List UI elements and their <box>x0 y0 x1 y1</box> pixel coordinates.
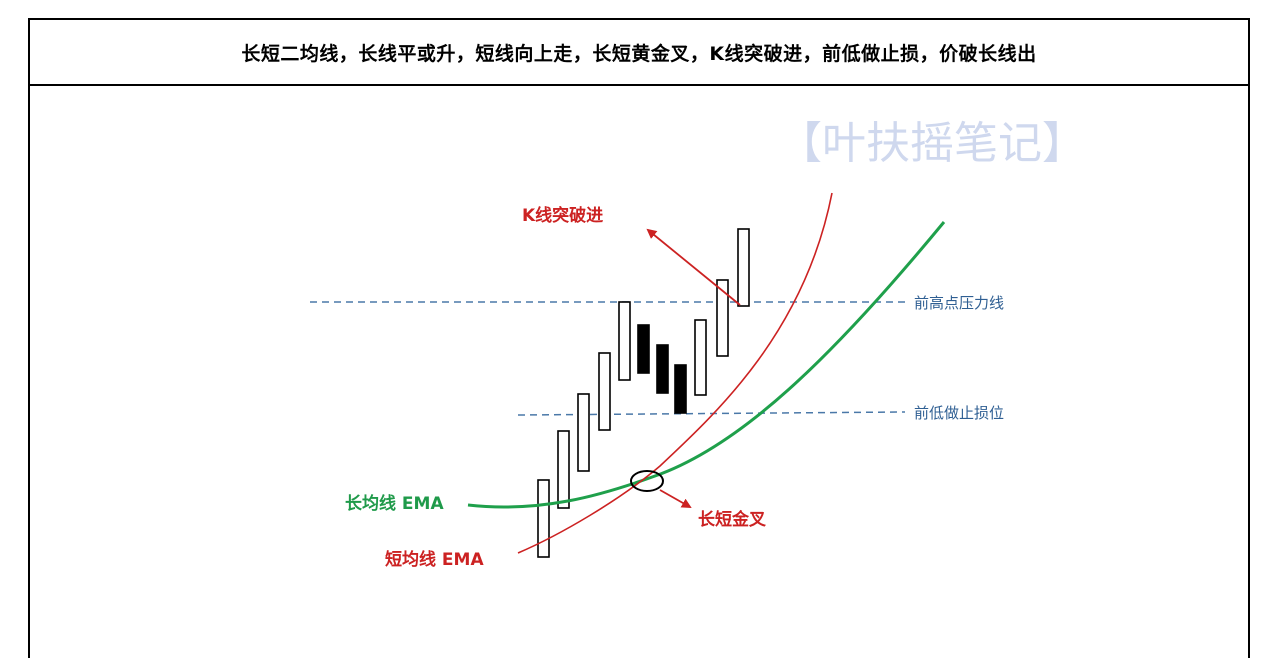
previous-low-label: 前低做止损位 <box>914 404 1004 422</box>
short-ema-label: 短均线 EMA <box>385 549 484 570</box>
candle-8-bearish <box>674 364 687 414</box>
trading-diagram: 【叶扶摇笔记】 K线突破进 前高点压力线 前低做止损位 长均线 EMA 短均线 … <box>310 118 1086 570</box>
candle-9 <box>694 319 707 396</box>
watermark-text: 【叶扶摇笔记】 <box>778 118 1086 169</box>
golden-cross-label: 长短金叉 <box>698 509 767 530</box>
long-ema-label: 长均线 EMA <box>345 493 444 514</box>
candle-3 <box>577 393 590 472</box>
candle-10 <box>716 279 729 357</box>
long-ema-curve <box>467 221 946 509</box>
header-bar: 长短二均线，长线平或升，短线向上走，长短黄金叉，K线突破进，前低做止损，价破长线… <box>30 20 1248 86</box>
previous-high-label: 前高点压力线 <box>914 294 1004 312</box>
candle-1 <box>537 479 550 558</box>
candle-6-bearish <box>637 324 650 374</box>
breakout-arrow <box>646 228 741 306</box>
previous-low-stop-loss-line <box>517 411 906 416</box>
page-title: 长短二均线，长线平或升，短线向上走，长短黄金叉，K线突破进，前低做止损，价破长线… <box>241 42 1037 65</box>
breakout-label: K线突破进 <box>522 205 603 226</box>
short-ema-curve <box>517 192 833 554</box>
candle-11 <box>737 228 750 307</box>
candle-2 <box>557 430 570 509</box>
candle-7-bearish <box>656 344 669 394</box>
candle-4 <box>598 352 611 431</box>
golden-cross-arrow <box>659 489 692 508</box>
golden-cross-marker <box>630 470 664 492</box>
candle-5 <box>618 301 631 381</box>
